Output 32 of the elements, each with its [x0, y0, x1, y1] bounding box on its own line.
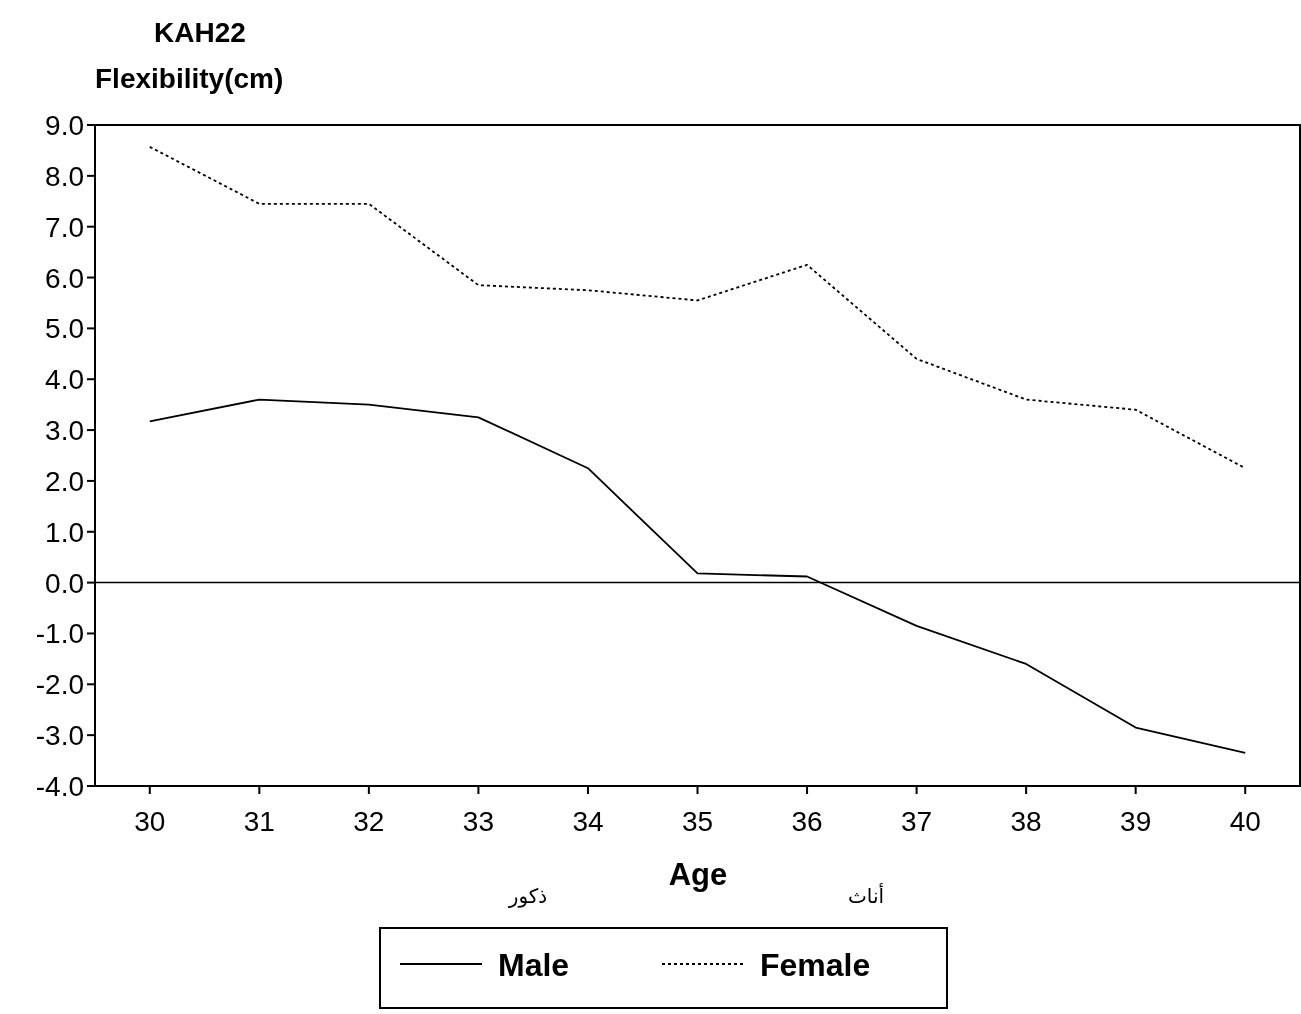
y-tick-label: -3.0: [35, 720, 84, 752]
y-tick-label: -1.0: [35, 618, 84, 650]
x-tick-label: 30: [134, 806, 166, 837]
y-tick-label: 1.0: [45, 516, 84, 548]
x-axis-title: Age: [668, 857, 728, 892]
x-tick-label: 33: [462, 806, 494, 837]
y-tick-label: -4.0: [35, 771, 84, 802]
y-tick-label: 8.0: [45, 160, 84, 192]
y-tick-label: 4.0: [45, 364, 84, 396]
x-tick-label: 40: [1229, 806, 1261, 837]
y-tick-label: 9.0: [45, 110, 84, 141]
x-tick-label: 38: [1010, 806, 1042, 837]
y-tick-label: -2.0: [35, 669, 84, 701]
x-tick-label: 35: [681, 806, 714, 837]
y-tick-label: 5.0: [45, 313, 84, 345]
text: أناث: [847, 883, 885, 908]
x-tick-label: 37: [901, 806, 933, 837]
chart-title: KAH22: [154, 17, 246, 48]
x-tick-label: 39: [1120, 806, 1152, 837]
legend-label: Female: [760, 947, 871, 983]
y-tick-label: 3.0: [45, 415, 84, 447]
y-tick-label: 0.0: [45, 567, 84, 599]
text: ذكور: [507, 884, 548, 908]
y-tick-label: 7.0: [45, 211, 84, 243]
legend-label: Male: [498, 947, 570, 983]
y-tick-label: 6.0: [45, 262, 84, 294]
x-tick-label: 36: [791, 806, 823, 837]
x-tick-label: 31: [243, 806, 275, 837]
x-tick-label: 32: [353, 806, 385, 837]
y-tick-label: 2.0: [45, 465, 84, 497]
y-axis-title: Flexibility(cm): [95, 63, 284, 94]
x-tick-label: 34: [572, 806, 604, 837]
